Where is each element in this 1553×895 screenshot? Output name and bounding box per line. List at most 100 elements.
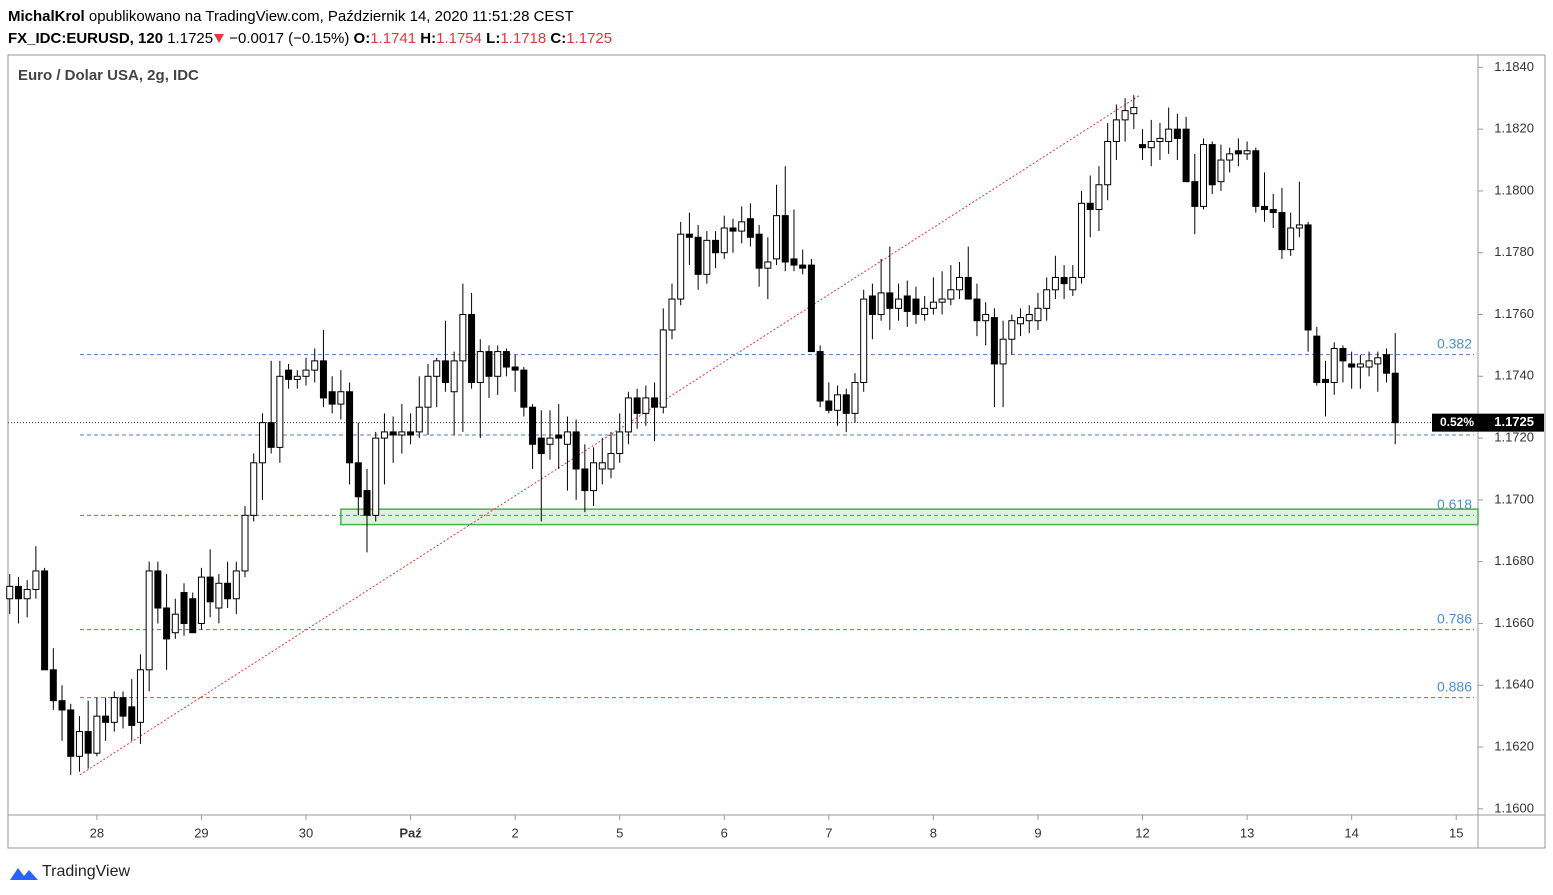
- o-value: 1.1741: [370, 30, 417, 47]
- candle-body: [1025, 314, 1033, 322]
- candle-body: [624, 397, 632, 433]
- candle-body: [1234, 150, 1242, 155]
- x-tick-label: 29: [194, 825, 208, 840]
- candle-body: [215, 582, 223, 609]
- candle-body: [999, 338, 1007, 365]
- candle-body: [58, 700, 66, 711]
- brand: TradingView: [42, 863, 130, 880]
- candle-body: [6, 585, 14, 600]
- candle-body: [616, 431, 624, 455]
- candle-body: [1121, 110, 1129, 121]
- candle-body: [729, 227, 737, 232]
- candle-body: [485, 351, 493, 377]
- y-tick-label: 1.1720: [1494, 430, 1534, 445]
- candle-body: [1226, 153, 1234, 161]
- candle-body: [389, 431, 397, 436]
- candle-body: [197, 576, 205, 624]
- candle-body: [285, 369, 293, 380]
- candle-body: [834, 394, 842, 411]
- last-price-label: 1.1725: [1494, 414, 1534, 429]
- candle-body: [119, 697, 127, 717]
- chart-title: Euro / Dolar USA, 2g, IDC: [18, 67, 199, 84]
- candle-body: [1278, 212, 1286, 251]
- y-tick-label: 1.1840: [1494, 59, 1534, 74]
- candle-body: [703, 239, 711, 275]
- last: 1.1725: [167, 30, 214, 47]
- candle-body: [110, 697, 118, 723]
- fib-label: 0.886: [1437, 678, 1472, 694]
- candle-body: [895, 298, 903, 309]
- candle-body: [1295, 224, 1303, 229]
- candle-body: [1173, 128, 1181, 139]
- frame: [7, 54, 1546, 849]
- x-tick-label: 13: [1240, 825, 1254, 840]
- candle-body: [572, 431, 580, 470]
- candle-body: [598, 462, 606, 470]
- candle-body: [1104, 141, 1112, 186]
- last-price-note: 0.52%: [1440, 415, 1474, 429]
- candle-body: [537, 437, 545, 455]
- candle-body: [1086, 202, 1094, 210]
- candle-body: [14, 585, 22, 600]
- candle-body: [903, 295, 911, 312]
- candle-body: [328, 391, 336, 405]
- o-label: O:: [353, 30, 371, 47]
- candle-body: [511, 366, 519, 371]
- candle-body: [337, 391, 345, 405]
- x-tick-label: 7: [825, 825, 832, 840]
- candle-body: [319, 360, 327, 399]
- candle-body: [276, 375, 284, 448]
- candle-body: [415, 406, 423, 433]
- candle-body: [241, 514, 249, 572]
- candle-body: [424, 375, 432, 408]
- candle-body: [685, 233, 693, 238]
- candle-body: [1287, 227, 1295, 251]
- candle-body: [346, 391, 354, 464]
- candle-body: [712, 239, 720, 254]
- candle-body: [938, 298, 946, 303]
- header-line-2: FX_IDC:EURUSD, 120 1.1725 −0.0017 (−0.15…: [8, 28, 612, 50]
- x-tick-label: 6: [721, 825, 728, 840]
- candle-body: [1374, 357, 1382, 365]
- y-tick-label: 1.1680: [1494, 553, 1534, 568]
- candle-body: [816, 351, 824, 402]
- h-label: H:: [420, 30, 437, 47]
- candle-body: [1156, 137, 1164, 143]
- x-tick-label: 15: [1449, 825, 1463, 840]
- candle-body: [1200, 144, 1208, 207]
- candle-body: [947, 289, 955, 300]
- candle-body: [1208, 144, 1216, 186]
- candle-body: [642, 397, 650, 414]
- candle-body: [1130, 107, 1138, 115]
- candle-body: [1078, 202, 1086, 278]
- change: −0.0017 (−0.15%): [229, 30, 350, 47]
- y-tick-label: 1.1660: [1494, 615, 1534, 630]
- candle-body: [633, 397, 641, 414]
- candle-body: [93, 715, 101, 754]
- fib-label: 0.786: [1437, 610, 1472, 626]
- l-value: 1.1718: [500, 30, 547, 47]
- candle-body: [1034, 307, 1042, 322]
- candle-body: [781, 215, 789, 263]
- candle-body: [372, 437, 380, 516]
- candle-body: [1165, 128, 1173, 143]
- candle-body: [102, 715, 110, 723]
- candle-body: [1261, 205, 1269, 210]
- candle-body: [250, 462, 258, 516]
- candle-body: [807, 264, 815, 353]
- x-tick-label: 30: [299, 825, 313, 840]
- candle-body: [433, 360, 441, 377]
- h-value: 1.1754: [436, 30, 482, 47]
- candle-body: [651, 397, 659, 408]
- candle-body: [380, 431, 388, 439]
- down-arrow: [214, 34, 225, 43]
- candle-body: [502, 351, 510, 368]
- candle-body: [302, 369, 310, 377]
- candle-body: [494, 351, 502, 377]
- candle-body: [1313, 335, 1321, 383]
- candle-body: [964, 276, 972, 300]
- candle-body: [738, 221, 746, 232]
- candle-body: [677, 233, 685, 300]
- c-value: 1.1725: [566, 30, 613, 47]
- x-tick-label: 5: [616, 825, 623, 840]
